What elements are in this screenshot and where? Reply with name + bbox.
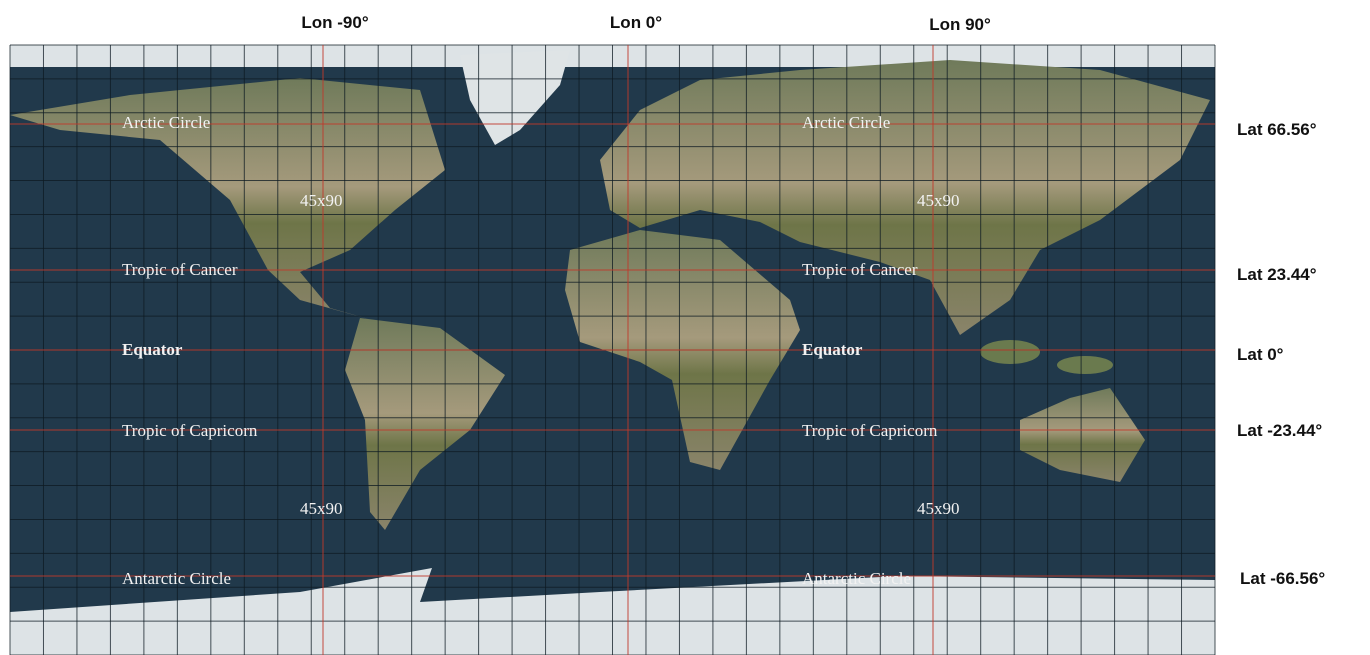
lon-label: Lon 0° bbox=[610, 13, 662, 32]
islands bbox=[1057, 356, 1113, 374]
lat-label: Lat -66.56° bbox=[1240, 569, 1325, 588]
map-label: 45x90 bbox=[917, 499, 960, 518]
map-label: Antarctic Circle bbox=[802, 569, 911, 588]
map-label: Equator bbox=[802, 340, 863, 359]
map-label: Antarctic Circle bbox=[122, 569, 231, 588]
map-label: 45x90 bbox=[917, 191, 960, 210]
south-america bbox=[345, 318, 505, 530]
islands bbox=[980, 340, 1040, 364]
lon-label: Lon -90° bbox=[301, 13, 368, 32]
australia bbox=[1020, 388, 1145, 482]
map-label: 45x90 bbox=[300, 499, 343, 518]
lat-label: Lat 66.56° bbox=[1237, 120, 1317, 139]
lat-label: Lat 23.44° bbox=[1237, 265, 1317, 284]
greenland bbox=[460, 50, 570, 145]
lat-label: Lat -23.44° bbox=[1237, 421, 1322, 440]
map-label: Tropic of Capricorn bbox=[802, 421, 938, 440]
north-america bbox=[10, 78, 445, 320]
reference-lines bbox=[10, 45, 1215, 655]
map-label: Arctic Circle bbox=[802, 113, 890, 132]
map-label: Arctic Circle bbox=[122, 113, 210, 132]
map-label: 45x90 bbox=[300, 191, 343, 210]
map-label: Equator bbox=[122, 340, 183, 359]
map-label: Tropic of Cancer bbox=[122, 260, 238, 279]
map-label: Tropic of Cancer bbox=[802, 260, 918, 279]
eurasia bbox=[600, 60, 1210, 335]
map-label: Tropic of Capricorn bbox=[122, 421, 258, 440]
lat-label: Lat 0° bbox=[1237, 345, 1284, 364]
lon-label: Lon 90° bbox=[929, 15, 991, 34]
